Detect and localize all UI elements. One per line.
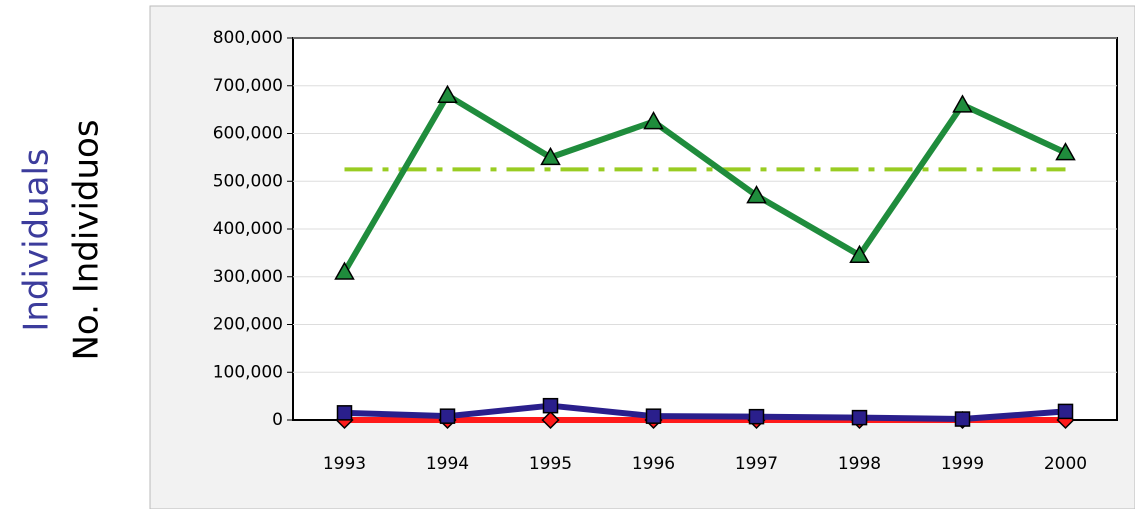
series-line bbox=[344, 402, 1066, 423]
marker bbox=[540, 146, 561, 166]
marker bbox=[645, 408, 662, 424]
x-tick-label: 1999 bbox=[941, 454, 984, 474]
marker bbox=[643, 111, 664, 130]
y-tick-label: 100,000 bbox=[213, 362, 283, 382]
marker bbox=[541, 410, 560, 430]
x-tick-label: 2000 bbox=[1044, 454, 1087, 474]
x-tick-label: 1993 bbox=[323, 454, 366, 474]
y-tick-label: 600,000 bbox=[213, 124, 283, 144]
y-tick-label: 300,000 bbox=[213, 267, 283, 287]
marker bbox=[1055, 142, 1076, 161]
x-tick-label: 1994 bbox=[426, 454, 469, 474]
marker bbox=[1057, 403, 1074, 420]
marker bbox=[746, 185, 767, 204]
x-tick-label: 1995 bbox=[529, 454, 572, 474]
y-tick-label: 700,000 bbox=[213, 76, 283, 96]
x-tick-label: 1996 bbox=[632, 454, 675, 474]
marker bbox=[334, 261, 355, 280]
y-axis-title: No. Individuos bbox=[67, 119, 107, 360]
y-tick-label: 400,000 bbox=[213, 219, 283, 239]
x-tick-label: 1998 bbox=[838, 454, 881, 474]
x-tick-label: 1997 bbox=[735, 454, 778, 474]
marker bbox=[439, 408, 456, 424]
marker bbox=[954, 411, 971, 427]
marker bbox=[849, 244, 870, 264]
marker bbox=[542, 397, 559, 414]
y-tick-label: 200,000 bbox=[213, 315, 283, 335]
marker bbox=[851, 409, 868, 426]
marker bbox=[748, 408, 765, 425]
marker bbox=[437, 84, 458, 104]
y-tick-label: 800,000 bbox=[213, 28, 283, 48]
marker bbox=[952, 94, 973, 113]
marker bbox=[336, 405, 353, 421]
y-tick-label: 500,000 bbox=[213, 171, 283, 191]
y-tick-label: 0 bbox=[272, 410, 283, 430]
y-axis-title: Individuals bbox=[17, 148, 57, 331]
series-line bbox=[341, 92, 1067, 274]
